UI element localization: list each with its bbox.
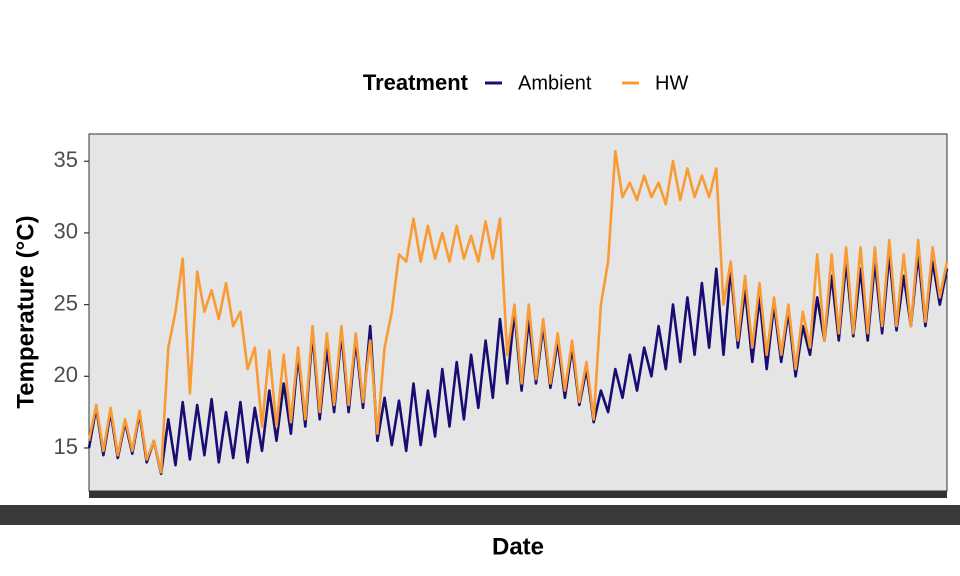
legend-label: Ambient (518, 72, 592, 94)
legend-label: HW (655, 72, 688, 94)
x-axis-label: Date (492, 533, 544, 560)
y-tick-label: 30 (54, 219, 78, 244)
y-tick-label: 15 (54, 434, 78, 459)
series-layer (87, 149, 949, 476)
y-tick-label: 35 (54, 147, 78, 172)
y-tick-label: 20 (54, 362, 78, 387)
legend-title: Treatment (363, 70, 469, 95)
y-tick-label: 25 (54, 290, 78, 315)
x-axis-bar (0, 505, 960, 525)
y-axis-label: Temperature (°C) (12, 215, 39, 408)
x-axis-band (89, 491, 947, 498)
series-line (87, 149, 949, 474)
